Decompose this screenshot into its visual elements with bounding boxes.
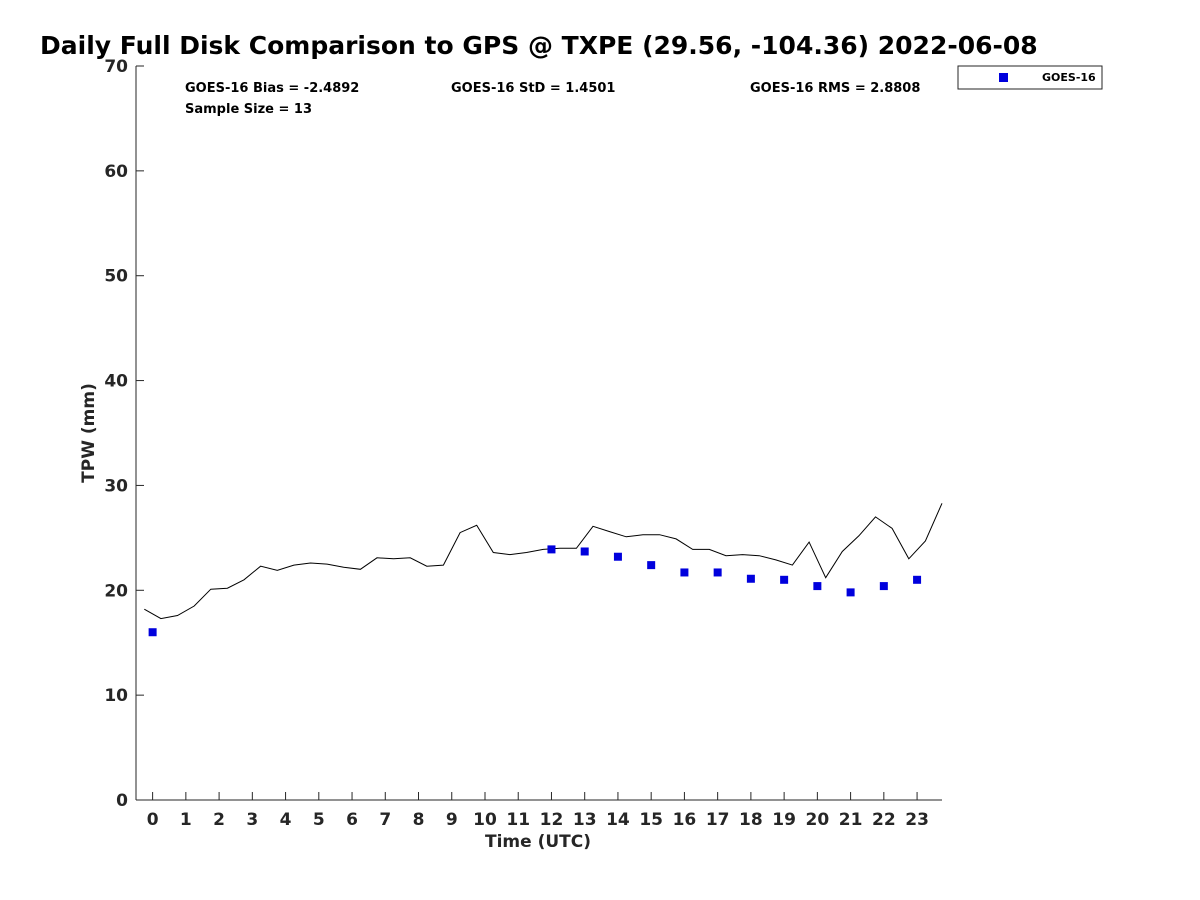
- x-tick-label: 17: [706, 810, 730, 830]
- legend-entries: GOES-16: [999, 71, 1096, 84]
- x-tick-label: 1: [180, 810, 192, 830]
- std-stat: GOES-16 StD = 1.4501: [451, 81, 615, 96]
- y-tick-label: 60: [104, 162, 128, 182]
- y-tick-label: 30: [104, 476, 128, 496]
- x-tick-label: 13: [573, 810, 597, 830]
- x-tick-label: 8: [413, 810, 425, 830]
- x-tick-label: 0: [147, 810, 159, 830]
- goes16-point: [879, 582, 888, 591]
- goes16-point: [913, 575, 922, 584]
- x-tick-label: 21: [839, 810, 863, 830]
- goes16-point: [713, 568, 722, 577]
- legend: GOES-16: [957, 65, 1103, 90]
- x-tick-label: 18: [739, 810, 763, 830]
- x-tick-label: 10: [473, 810, 497, 830]
- legend-label: GOES-16: [1042, 71, 1096, 84]
- x-tick-label: 15: [639, 810, 663, 830]
- x-axis-label: Time (UTC): [485, 832, 591, 852]
- y-tick-label: 10: [104, 686, 128, 706]
- x-tick-label: 3: [246, 810, 258, 830]
- series-layer: [144, 503, 943, 637]
- goes16-point: [148, 628, 157, 637]
- bias-stat: GOES-16 Bias = -2.4892: [185, 81, 359, 96]
- x-tick-label: 20: [806, 810, 830, 830]
- legend-marker: [999, 73, 1008, 82]
- x-tick-label: 12: [540, 810, 564, 830]
- x-tick-label: 5: [313, 810, 325, 830]
- goes16-point: [846, 588, 855, 597]
- x-tick-label: 9: [446, 810, 458, 830]
- y-tick-label: 70: [104, 57, 128, 77]
- y-tick-label: 20: [104, 581, 128, 601]
- goes16-point: [813, 582, 822, 591]
- x-tick-label: 4: [280, 810, 292, 830]
- x-tick-label: 2: [213, 810, 225, 830]
- legend-box: [957, 65, 1103, 90]
- x-tick-label: 11: [506, 810, 530, 830]
- x-tick-label: 16: [673, 810, 697, 830]
- x-tick-label: 23: [905, 810, 929, 830]
- y-axis-label: TPW (mm): [79, 383, 99, 483]
- goes16-point: [580, 547, 589, 556]
- x-ticks: 0 1 2 3 4 5 6 7 8 9 10 11 12 13 14 15 16 17 18 19 20 21 22 23: [147, 792, 929, 830]
- sample-size-stat: Sample Size = 13: [185, 102, 312, 117]
- goes16-point: [746, 574, 755, 583]
- goes16-point: [647, 561, 656, 570]
- goes16-point: [547, 545, 556, 554]
- y-ticks: 0 10 20 30 40 50 60 70: [104, 57, 144, 811]
- goes16-point: [613, 552, 622, 561]
- x-tick-label: 22: [872, 810, 896, 830]
- y-tick-label: 40: [104, 372, 128, 392]
- x-tick-label: 14: [606, 810, 630, 830]
- y-tick-label: 50: [104, 267, 128, 287]
- goes16-point: [780, 575, 789, 584]
- rms-stat: GOES-16 RMS = 2.8808: [750, 81, 920, 96]
- y-tick-label: 0: [116, 791, 128, 811]
- goes16-point: [680, 568, 689, 577]
- gps-tpw-line: [144, 503, 943, 620]
- x-tick-label: 6: [346, 810, 358, 830]
- x-tick-label: 7: [379, 810, 391, 830]
- x-tick-label: 19: [772, 810, 796, 830]
- chart-title: Daily Full Disk Comparison to GPS @ TXPE…: [40, 31, 1038, 60]
